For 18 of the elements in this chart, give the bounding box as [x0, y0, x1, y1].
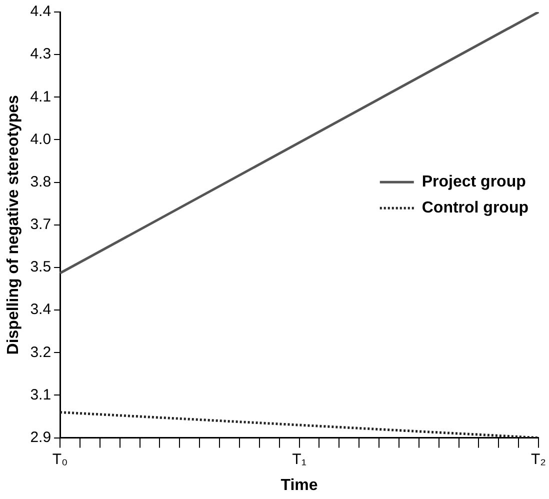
y-tick-label: 2.9	[30, 428, 52, 446]
y-tick-label: 3.2	[30, 344, 52, 361]
y-tick-label: 4.4	[30, 3, 52, 20]
legend-label: Project group	[422, 174, 526, 190]
y-tick-label: 3.5	[30, 258, 52, 276]
x-axis-title: Time	[280, 476, 318, 494]
y-tick-label: 3.1	[30, 386, 52, 404]
y-tick-label: 3.4	[30, 301, 52, 318]
y-axis-title: Dispelling of negative stereotypes	[5, 94, 22, 355]
x-tick-label: T₀	[52, 450, 68, 468]
y-tick-label: 4.0	[30, 130, 52, 148]
x-tick-label: T₂	[531, 450, 546, 468]
y-tick-label: 3.8	[30, 173, 52, 190]
y-tick-label: 3.7	[30, 216, 52, 234]
x-tick-label: T₁	[292, 450, 306, 468]
y-tick-label: 4.1	[30, 88, 52, 106]
legend-label: Control group	[422, 200, 529, 216]
y-tick-label: 4.3	[30, 46, 52, 63]
